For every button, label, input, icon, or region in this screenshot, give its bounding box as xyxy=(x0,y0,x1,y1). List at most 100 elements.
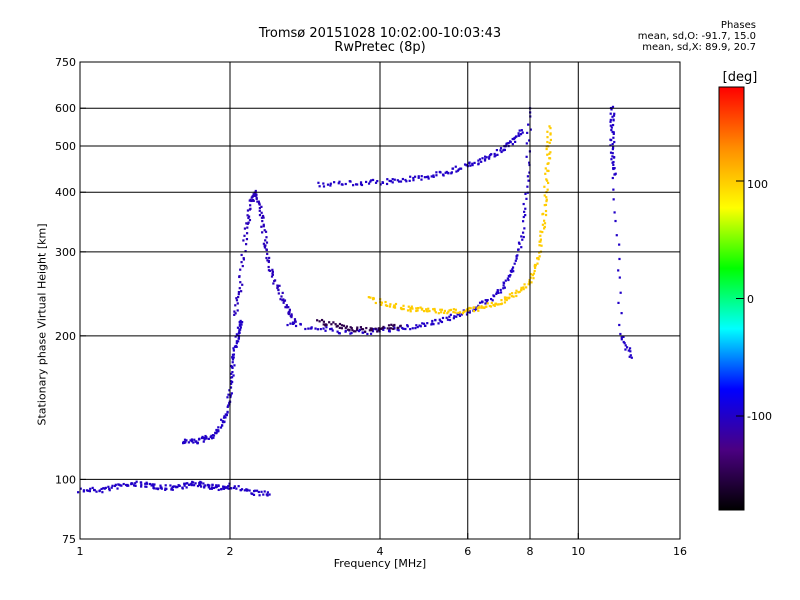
point-Es-climb xyxy=(231,353,235,356)
point-high-freq-sparse xyxy=(610,126,613,129)
point-F-spread-2MHz xyxy=(268,256,271,260)
point-F-X-yellow xyxy=(547,162,550,165)
point-F2-upper xyxy=(412,176,415,180)
point-F-X-yellow xyxy=(547,181,550,185)
point-F-spread-2MHz xyxy=(287,306,290,309)
point-F-O-mode xyxy=(336,330,339,333)
point-F-X-yellow xyxy=(537,258,540,261)
point-F-spread-2MHz xyxy=(260,216,264,219)
point-Es-climb xyxy=(233,364,236,367)
point-F2-upper xyxy=(401,177,404,181)
point-F-spread-2MHz xyxy=(262,216,265,219)
point-F-spread-2MHz xyxy=(237,293,240,296)
point-low-E xyxy=(200,481,203,484)
point-F-X-yellow xyxy=(480,305,483,308)
point-low-E xyxy=(196,484,200,488)
point-low-E xyxy=(171,488,174,491)
point-high-freq-sparse xyxy=(624,344,627,347)
point-low-E xyxy=(159,484,162,487)
point-F-O-mode xyxy=(453,315,456,318)
point-F-X-yellow xyxy=(514,291,517,295)
point-F-O-purple xyxy=(338,322,342,326)
point-F-X-yellow xyxy=(500,302,504,305)
point-F2-upper xyxy=(518,129,521,132)
x-tick-label: 1 xyxy=(77,545,84,558)
point-F-X-yellow xyxy=(549,127,552,130)
point-F-O-mode xyxy=(411,327,414,330)
point-F-O-purple xyxy=(386,327,389,330)
point-F-O-purple xyxy=(356,326,359,329)
point-low-E xyxy=(148,482,152,486)
point-F-spread-2MHz xyxy=(233,313,236,316)
point-F-X-yellow xyxy=(548,157,552,160)
point-Es-climb xyxy=(221,420,224,423)
point-F-spread-2MHz xyxy=(267,260,270,264)
point-high-freq-sparse xyxy=(611,142,614,146)
point-F2-upper xyxy=(393,178,396,181)
point-F-X-yellow xyxy=(546,130,549,133)
point-F-X-yellow xyxy=(515,294,518,298)
point-Es-climb xyxy=(205,437,208,440)
point-F-spread-2MHz xyxy=(272,282,275,285)
point-F-spread-2MHz xyxy=(250,196,253,199)
point-F-X-yellow xyxy=(545,178,548,181)
point-F-X-yellow xyxy=(510,295,514,298)
point-Es-climb xyxy=(231,371,234,374)
point-high-freq-sparse xyxy=(612,131,615,134)
point-F2-upper xyxy=(495,148,499,152)
point-high-freq-sparse xyxy=(613,112,616,115)
point-low-E xyxy=(152,484,155,488)
point-low-E xyxy=(211,483,214,487)
point-F-O-mode xyxy=(324,329,327,332)
point-low-E xyxy=(82,490,85,493)
point-low-E xyxy=(119,484,122,487)
point-F-O-mode xyxy=(502,287,505,290)
point-high-freq-sparse xyxy=(609,124,612,127)
point-F2-upper xyxy=(480,160,483,163)
point-low-E xyxy=(140,485,143,488)
point-F-X-yellow xyxy=(543,204,546,207)
point-F-X-yellow xyxy=(538,240,541,243)
point-F-O-mode xyxy=(366,332,369,336)
point-F2-upper xyxy=(503,148,506,151)
point-F-O-mode xyxy=(350,331,353,335)
point-Es-climb xyxy=(235,340,238,343)
point-F-X-yellow xyxy=(542,212,545,215)
point-F-spread-2MHz xyxy=(247,221,250,224)
point-F-X-yellow xyxy=(367,296,370,299)
point-F-O-mode xyxy=(528,161,531,164)
point-high-freq-sparse xyxy=(620,312,623,315)
point-F2-upper xyxy=(483,158,487,161)
point-low-E xyxy=(186,482,189,485)
colorbar-ticks xyxy=(736,180,744,417)
point-F-O-purple xyxy=(345,325,349,328)
point-F-spread-2MHz xyxy=(243,227,247,230)
point-low-E xyxy=(266,491,269,494)
point-F-spread-2MHz xyxy=(262,225,265,228)
point-F2-upper xyxy=(412,179,415,182)
point-Es-climb xyxy=(230,372,233,375)
point-F-O-mode xyxy=(418,324,421,327)
point-F-O-mode xyxy=(484,302,487,305)
point-F2-upper xyxy=(430,175,433,178)
point-F-O-mode xyxy=(490,297,493,301)
point-low-E xyxy=(217,488,220,492)
point-F-O-mode xyxy=(322,327,325,330)
point-F-O-purple xyxy=(346,328,350,331)
point-high-freq-sparse xyxy=(612,163,615,167)
point-F-O-mode xyxy=(421,322,424,325)
point-low-E xyxy=(194,482,197,485)
point-F-X-yellow xyxy=(530,281,533,284)
point-high-freq-sparse xyxy=(612,167,615,171)
point-F-O-mode xyxy=(511,266,515,269)
point-high-freq-sparse xyxy=(609,118,612,122)
point-low-E xyxy=(183,484,186,487)
point-F-spread-2MHz xyxy=(265,236,268,239)
point-F-O-mode xyxy=(495,292,498,296)
point-low-E xyxy=(122,482,125,486)
point-F2-upper xyxy=(370,179,373,182)
point-F2-upper xyxy=(456,169,460,172)
point-F-X-yellow xyxy=(496,303,499,306)
point-F-spread-2MHz xyxy=(234,304,237,307)
point-F-X-yellow xyxy=(409,310,412,313)
